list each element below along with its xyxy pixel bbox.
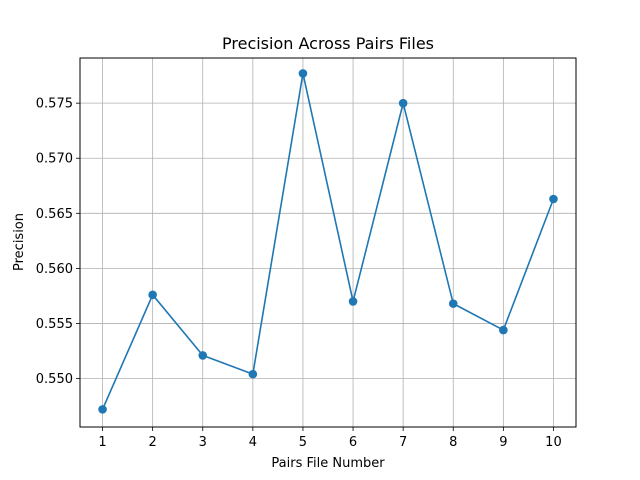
y-tick-label: 0.550: [36, 372, 73, 387]
data-point: [448, 299, 458, 308]
y-axis-title: Precision: [12, 213, 27, 271]
y-axis-ticks: 0.550 0.555 0.560 0.565 0.570 0.575: [36, 97, 80, 387]
x-tick-label: 6: [349, 435, 357, 450]
data-point: [198, 351, 208, 360]
y-tick-label: 0.570: [36, 152, 73, 167]
x-axis-title: Pairs File Number: [271, 456, 385, 471]
grid-lines: [80, 58, 576, 427]
x-tick-label: 10: [545, 435, 562, 450]
precision-line: [101, 72, 555, 410]
x-tick-label: 5: [299, 435, 307, 450]
y-tick-label: 0.565: [36, 207, 73, 222]
x-tick-label: 2: [149, 435, 157, 450]
data-point: [298, 69, 308, 78]
data-point: [148, 290, 157, 300]
x-tick-label: 9: [499, 435, 507, 450]
data-point: [398, 98, 408, 108]
data-point: [549, 194, 558, 204]
x-tick-label: 1: [98, 435, 106, 450]
data-point: [248, 369, 258, 379]
x-tick-label: 8: [449, 435, 457, 450]
y-tick-label: 0.575: [36, 97, 73, 112]
data-point: [348, 297, 358, 306]
x-tick-label: 4: [249, 435, 257, 450]
plot-frame: [79, 57, 577, 428]
x-tick-label: 3: [199, 435, 207, 450]
y-tick-label: 0.555: [36, 317, 73, 332]
y-tick-label: 0.560: [36, 262, 73, 277]
data-point: [499, 325, 508, 335]
chart-title: Precision Across Pairs Files: [222, 34, 434, 53]
x-tick-label: 7: [399, 435, 407, 450]
x-axis-ticks: 1 2 3 4 5 6 7 8 9 10: [98, 427, 562, 450]
data-point: [98, 405, 107, 414]
series-group: [98, 69, 558, 414]
